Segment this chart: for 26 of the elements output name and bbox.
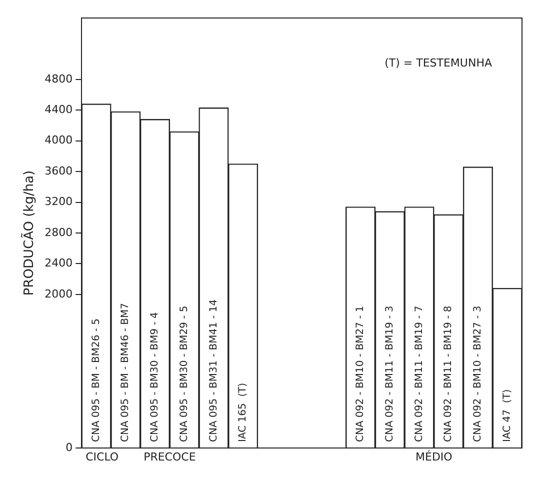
x-tick-label: IAC 165 (T) xyxy=(238,382,249,442)
y-tick-label: 4800 xyxy=(44,72,73,86)
text: MÉDIO xyxy=(416,449,453,464)
y-tick-label: 2000 xyxy=(44,287,73,300)
x-tick-label: CNA 095 - BM30 - BM29 - 5 xyxy=(178,306,190,442)
x-tick-label: CNA 095 - BM - BM26 - 5 xyxy=(90,318,102,442)
x-tick-label: CNA 092 - BM10 - BM27 - 1 xyxy=(355,306,366,442)
x-tick-label: CNA 095 - BM - BM46 - BM7 xyxy=(120,302,132,442)
x-tick-label: CNA 095 - BM31 - BM41 - 14 xyxy=(208,299,220,442)
y-tick-label: 4400 xyxy=(44,103,73,116)
y-tick-label: 2800 xyxy=(44,226,73,239)
y-tick-label: 2400 xyxy=(44,256,73,270)
x-tick-label: CNA 095 - BM30 - BM9 - 4 xyxy=(150,312,161,442)
text: PRECOCE xyxy=(144,450,196,464)
x-tick-label: CNA 092 - BM11 - BM19 - 3 xyxy=(384,306,396,442)
y-tick-label: 3600 xyxy=(44,164,73,178)
x-axis-title: CICLO xyxy=(86,450,119,464)
x-tick-label: CNA 092 - BM11 - BM19 - 8 xyxy=(443,306,454,442)
annotation: (T) = TESTEMUNHA xyxy=(384,56,492,70)
y-tick-label: 0 xyxy=(66,440,73,454)
y-axis-title: PRODUCÃO (kg/ha) xyxy=(21,170,38,296)
y-tick-label: 3200 xyxy=(44,195,73,208)
x-tick-label: CNA 092 - BM11 - BM19 - 7 xyxy=(414,306,425,442)
x-tick-label: CNA 092 - BM10 - BM27 - 3 xyxy=(472,306,484,442)
y-tick-label: 4000 xyxy=(44,134,73,147)
x-tick-label: IAC 47 (T) xyxy=(502,389,513,442)
